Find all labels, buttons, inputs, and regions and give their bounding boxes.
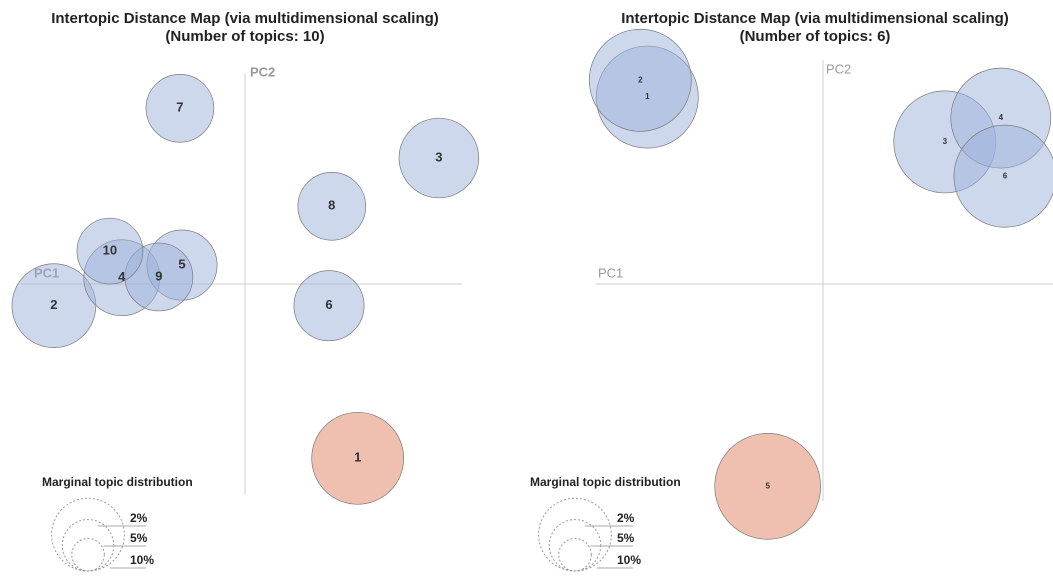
topic-label: 5: [765, 481, 770, 490]
topic-label: 6: [1003, 171, 1008, 180]
topic-bubble: [953, 124, 1053, 228]
x-axis-label: PC1: [598, 265, 623, 280]
chart-title: Intertopic Distance Map (via multidimens…: [621, 10, 1009, 27]
legend-circle: [538, 497, 612, 572]
topic-label: 10: [103, 243, 117, 258]
chart-subtitle: (Number of topics: 6): [740, 28, 891, 45]
legend-label: 5%: [130, 531, 148, 545]
y-axis-label: PC2: [826, 61, 851, 76]
legend-circle: [548, 519, 602, 572]
topic-bubble: [398, 117, 480, 199]
legend-circle: [51, 497, 125, 572]
chart-subtitle: (Number of topics: 10): [165, 28, 324, 45]
topic-bubble: [588, 28, 692, 132]
legend-label: 10%: [130, 553, 154, 567]
legend-circle: [61, 519, 115, 572]
topic-label: 1: [645, 92, 650, 101]
topic-label: 5: [178, 257, 185, 272]
legend-label: 5%: [617, 531, 635, 545]
topic-label: 3: [943, 137, 948, 146]
topic-bubble: [293, 270, 365, 342]
topic-label: 1: [354, 450, 361, 465]
topic-label: 3: [435, 149, 442, 164]
topic-label: 9: [155, 268, 162, 283]
legend-title: Marginal topic distribution: [42, 475, 193, 489]
legend-label: 2%: [130, 511, 148, 525]
chart-title: Intertopic Distance Map (via multidimens…: [51, 10, 439, 27]
legend-circle: [558, 537, 592, 572]
topic-bubble: [297, 172, 367, 241]
topic-label: 2: [638, 75, 643, 84]
legend-circle: [71, 537, 105, 572]
topic-label: 8: [328, 198, 335, 213]
topic-bubble: [714, 433, 822, 540]
legend-title: Marginal topic distribution: [530, 475, 681, 489]
topic-label: 7: [176, 100, 183, 115]
topic-bubble: [145, 74, 215, 143]
legend-label: 10%: [617, 553, 641, 567]
topic-label: 4: [999, 113, 1004, 122]
topic-label: 4: [118, 269, 126, 284]
topic-label: 2: [50, 297, 57, 312]
topic-bubble: [311, 411, 405, 505]
topic-bubble: [76, 217, 144, 285]
legend-label: 2%: [617, 511, 635, 525]
y-axis-label: PC2: [250, 64, 275, 79]
topic-label: 6: [325, 297, 332, 312]
